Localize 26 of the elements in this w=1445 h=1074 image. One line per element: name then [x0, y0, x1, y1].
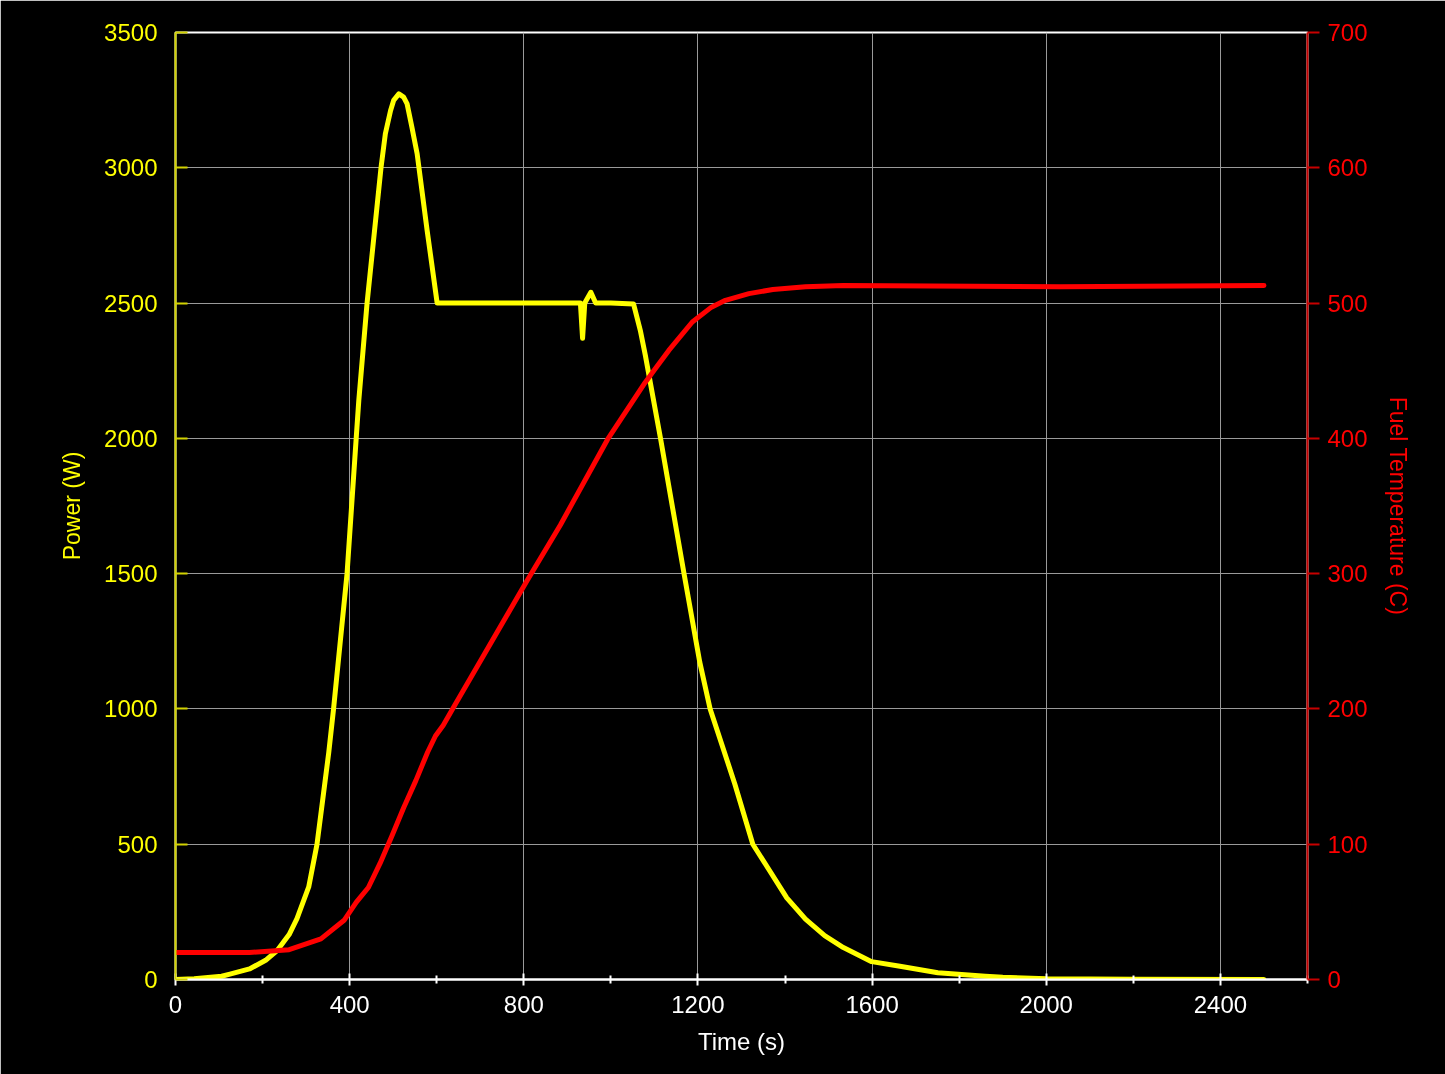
- x-axis-title: Time (s): [697, 1027, 786, 1055]
- x-tick-label: 800: [503, 990, 544, 1018]
- y2-tick-label: 600: [1327, 154, 1368, 182]
- x-tick-label: 2400: [1193, 990, 1248, 1018]
- y-tick-label: 0: [144, 966, 158, 993]
- y2-tick-label: 400: [1327, 424, 1368, 452]
- y-tick-label: 1000: [104, 695, 158, 723]
- y2-tick-label: 200: [1327, 695, 1368, 723]
- y-tick-label: 2000: [104, 424, 158, 452]
- y2-tick-label: 500: [1327, 289, 1368, 317]
- x-tick-label: 0: [168, 990, 183, 1018]
- x-tick-label: 400: [329, 990, 370, 1018]
- y-tick-label: 2500: [104, 289, 158, 317]
- x-tick-label: 2000: [1019, 990, 1073, 1018]
- y2-tick-label: 700: [1327, 19, 1368, 46]
- x-tick-label: 1200: [671, 990, 725, 1018]
- y-tick-label: 3500: [104, 19, 158, 46]
- y2-tick-label: 0: [1327, 966, 1341, 993]
- y-tick-label: 1500: [104, 560, 158, 588]
- y-tick-label: 3000: [104, 154, 158, 182]
- y2-tick-label: 300: [1327, 560, 1368, 588]
- y2-tick-label: 100: [1327, 830, 1368, 858]
- y-axis-title: Power (W): [59, 451, 86, 561]
- x-tick-label: 1600: [845, 990, 899, 1018]
- y-tick-label: 500: [117, 830, 158, 858]
- y2-axis-title: Fuel Temperature (C): [1384, 396, 1411, 615]
